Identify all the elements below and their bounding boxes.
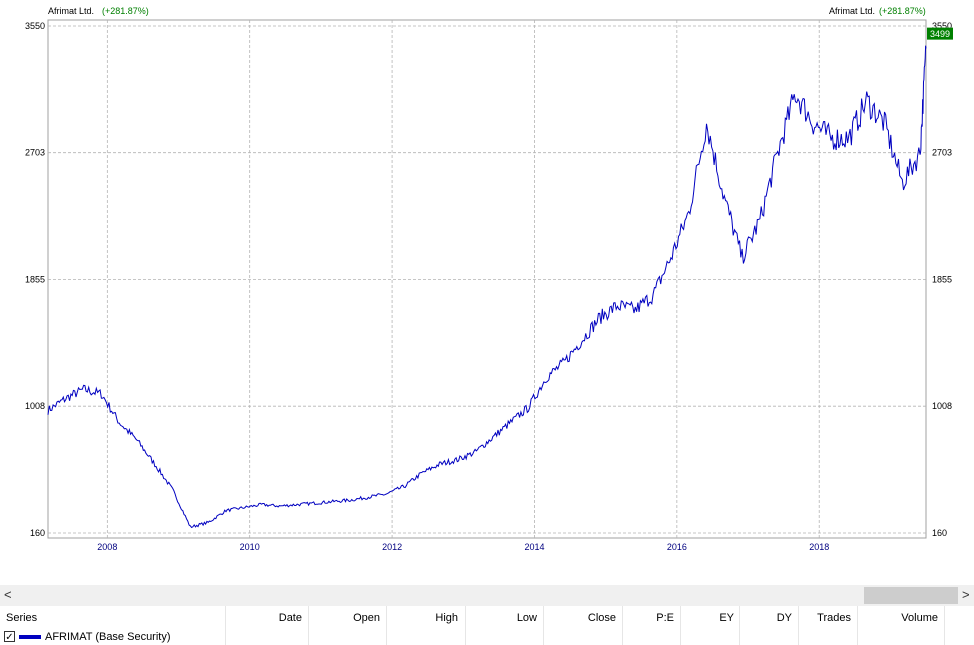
y-tick-label-right: 1008 xyxy=(932,401,952,411)
y-tick-label-left: 1008 xyxy=(25,401,45,411)
y-tick-label-left: 160 xyxy=(30,528,45,538)
y-tick-label-right: 3550 xyxy=(932,21,952,31)
col-volume[interactable]: Volume xyxy=(901,612,938,624)
grid-lines xyxy=(48,20,926,538)
scroll-left-arrow-icon[interactable]: < xyxy=(4,587,12,602)
series-row-label: AFRIMAT (Base Security) xyxy=(45,631,171,643)
col-close[interactable]: Close xyxy=(587,612,616,624)
series-line-afrimat xyxy=(47,45,927,529)
x-tick-label: 2008 xyxy=(97,542,117,552)
x-tick-label: 2012 xyxy=(382,542,402,552)
header-security-name-left: Afrimat Ltd. xyxy=(48,6,95,16)
y-tick-label-left: 2703 xyxy=(25,148,45,158)
series-color-swatch xyxy=(19,635,41,639)
header-security-name-right: Afrimat Ltd. xyxy=(829,6,876,16)
scroll-thumb[interactable] xyxy=(864,587,958,604)
table-row[interactable]: ✓ AFRIMAT (Base Security) xyxy=(0,630,974,645)
y-tick-label-right: 1855 xyxy=(932,275,952,285)
price-chart[interactable]: 160 160 1008 1008 1855 1855 2703 2703 3550 3550 20… xyxy=(0,0,974,585)
x-tick-label: 2018 xyxy=(809,542,829,552)
horizontal-scrollbar[interactable]: < > xyxy=(0,585,974,606)
plot-border xyxy=(47,19,927,539)
x-tick-label: 2016 xyxy=(667,542,687,552)
col-ey[interactable]: EY xyxy=(719,612,734,624)
col-date[interactable]: Date xyxy=(278,612,302,624)
header-change-right: (+281.87%) xyxy=(879,6,926,16)
series-visible-checkbox[interactable]: ✓ xyxy=(4,631,15,643)
last-value-label: 3499 xyxy=(930,29,950,39)
col-series[interactable]: Series xyxy=(6,612,38,624)
x-tick-label: 2010 xyxy=(240,542,260,552)
tick-labels: 160 160 1008 1008 1855 1855 2703 2703 3550 3550 20… xyxy=(25,21,953,552)
y-tick-label-left: 3550 xyxy=(25,21,45,31)
scroll-right-arrow-icon[interactable]: > xyxy=(962,587,970,602)
col-trades[interactable]: Trades xyxy=(817,612,851,624)
y-tick-label-right: 2703 xyxy=(932,148,952,158)
col-pe[interactable]: P:E xyxy=(656,612,674,624)
data-grid-header: Series Date Open High Low Close P:E EY D… xyxy=(0,606,974,645)
x-tick-label: 2014 xyxy=(524,542,544,552)
col-dy[interactable]: DY xyxy=(776,612,792,624)
y-tick-label-left: 1855 xyxy=(25,275,45,285)
col-open[interactable]: Open xyxy=(353,612,380,624)
series-layer xyxy=(47,45,927,529)
col-high[interactable]: High xyxy=(435,612,458,624)
last-value-badge xyxy=(927,27,953,40)
y-tick-label-right: 160 xyxy=(932,528,947,538)
col-low[interactable]: Low xyxy=(516,612,537,624)
header-change-left: (+281.87%) xyxy=(102,6,149,16)
